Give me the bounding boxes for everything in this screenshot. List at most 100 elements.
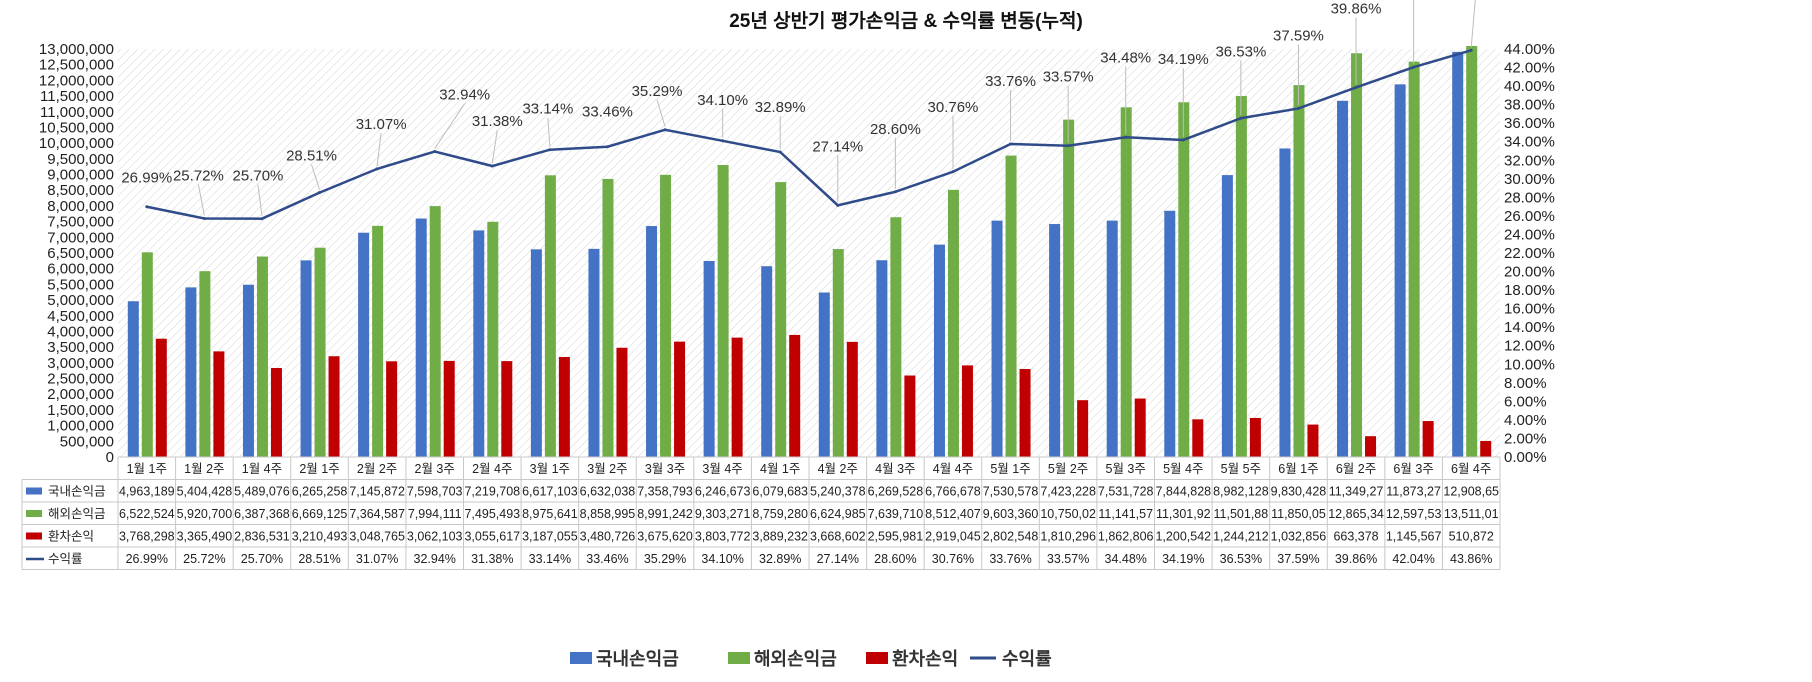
table-legend-key (26, 532, 42, 540)
y-right-tick-label: 20.00% (1504, 264, 1555, 281)
bar-domestic (876, 260, 888, 457)
return-rate-point (548, 148, 552, 152)
category-label: 3월 3주 (645, 462, 685, 476)
legend-label: 해외손익금 (754, 649, 837, 669)
return-rate-line (146, 49, 1472, 220)
table-cell: 7,145,872 (349, 485, 405, 499)
table-cell: 30.76% (932, 552, 974, 566)
category-label: 2월 3주 (415, 462, 455, 476)
table-cell: 37.59% (1277, 552, 1319, 566)
legend-label: 환차손익 (892, 648, 958, 669)
y-right-tick-label: 34.00% (1504, 134, 1555, 151)
table-cell: 9,603,360 (983, 507, 1039, 521)
legend-key (728, 652, 750, 664)
leader-line (197, 184, 205, 216)
table-row-header: 환차손익 (48, 530, 94, 544)
y-right-tick-label: 2.00% (1504, 430, 1547, 447)
table-cell: 3,803,772 (695, 530, 751, 544)
category-label: 4월 3주 (875, 462, 915, 476)
category-label: 1월 4주 (242, 462, 282, 476)
bar-overseas (890, 217, 902, 457)
table-cell: 31.07% (356, 552, 398, 566)
bar-domestic (703, 260, 715, 457)
return-rate-label: 34.19% (1158, 51, 1209, 68)
table-cell: 3,055,617 (464, 530, 520, 544)
category-label: 2월 4주 (472, 462, 512, 476)
table-legend-key (26, 487, 42, 495)
bar-fx (1192, 419, 1204, 457)
table-cell: 7,495,493 (464, 507, 520, 521)
return-rate-point (1066, 144, 1070, 148)
return-rate-label: 39.86% (1331, 0, 1382, 17)
y-right-tick-label: 36.00% (1504, 115, 1555, 132)
bar-fx (1307, 424, 1319, 457)
y-right-tick-label: 26.00% (1504, 208, 1555, 225)
category-label: 5월 4주 (1163, 462, 1203, 476)
table-cell: 36.53% (1220, 552, 1262, 566)
chart-title: 25년 상반기 평가손익금 & 수익률 변동(누적) (729, 10, 1083, 32)
bar-domestic (1279, 148, 1291, 457)
y-left-tick-label: 13,000,000 (39, 41, 114, 58)
table-cell: 1,032,856 (1271, 530, 1327, 544)
bar-domestic (646, 226, 658, 457)
bar-overseas (602, 178, 614, 457)
table-cell: 11,873,27 (1386, 485, 1441, 499)
table-cell: 2,595,981 (868, 530, 924, 544)
table-cell: 3,187,055 (522, 530, 578, 544)
return-rate-point (1412, 65, 1416, 69)
bar-overseas (947, 189, 959, 458)
y-left-tick-label: 500,000 (60, 433, 114, 450)
table-cell: 13,511,01 (1444, 507, 1499, 521)
y-left-tick-label: 11,500,000 (40, 88, 114, 105)
bar-fx (846, 341, 858, 457)
y-left-tick-label: 12,500,000 (39, 57, 114, 74)
table-cell: 31.38% (471, 552, 513, 566)
table-cell: 7,598,703 (407, 485, 463, 499)
table-cell: 9,303,271 (695, 507, 751, 521)
table-cell: 7,531,728 (1098, 485, 1154, 499)
bar-domestic (300, 260, 312, 457)
table-cell: 6,669,125 (292, 507, 348, 521)
table-cell: 9,830,428 (1271, 485, 1327, 499)
y-left-tick-label: 9,500,000 (47, 151, 114, 168)
table-cell: 7,994,111 (408, 507, 462, 521)
bar-domestic (1049, 224, 1061, 457)
y-left-tick-label: 12,000,000 (39, 72, 114, 89)
table-cell: 6,246,673 (695, 485, 751, 499)
table-row-header: 수익률 (48, 552, 83, 566)
leader-line (547, 117, 551, 147)
return-rate-label: 33.46% (582, 104, 633, 121)
table-cell: 33.76% (989, 552, 1031, 566)
y-left-tick-label: 0 (106, 449, 114, 466)
table-cell: 1,862,806 (1098, 530, 1154, 544)
y-left-tick-label: 5,000,000 (47, 292, 114, 309)
y-right-tick-label: 22.00% (1504, 245, 1555, 262)
bar-fx (731, 337, 743, 457)
table-cell: 5,920,700 (177, 507, 233, 521)
bar-fx (270, 367, 282, 457)
table-cell: 3,210,493 (292, 530, 348, 544)
table-cell: 7,423,228 (1040, 485, 1096, 499)
bar-overseas (775, 182, 787, 457)
category-label: 2월 2주 (357, 462, 397, 476)
table-cell: 11,141,57 (1098, 507, 1153, 521)
bar-domestic (530, 249, 542, 457)
bar-fx (443, 360, 455, 457)
table-cell: 11,850,05 (1271, 507, 1326, 521)
table-cell: 663,378 (1333, 530, 1378, 544)
legend-key (866, 652, 888, 664)
y-left-tick-label: 2,000,000 (47, 386, 114, 403)
table-cell: 32.89% (759, 552, 801, 566)
bar-fx (328, 356, 340, 457)
category-label: 3월 1주 (530, 462, 570, 476)
y-left-tick-label: 8,000,000 (47, 198, 114, 215)
bar-fx (558, 356, 570, 457)
y-left-tick-label: 5,500,000 (47, 276, 114, 293)
return-rate-label: 33.57% (1043, 69, 1094, 86)
table-cell: 4,963,189 (119, 485, 175, 499)
table-cell: 8,858,995 (580, 507, 636, 521)
return-rate-point (375, 167, 379, 171)
y-right-tick-label: 0.00% (1504, 449, 1547, 466)
y-left-tick-label: 3,500,000 (47, 339, 114, 356)
